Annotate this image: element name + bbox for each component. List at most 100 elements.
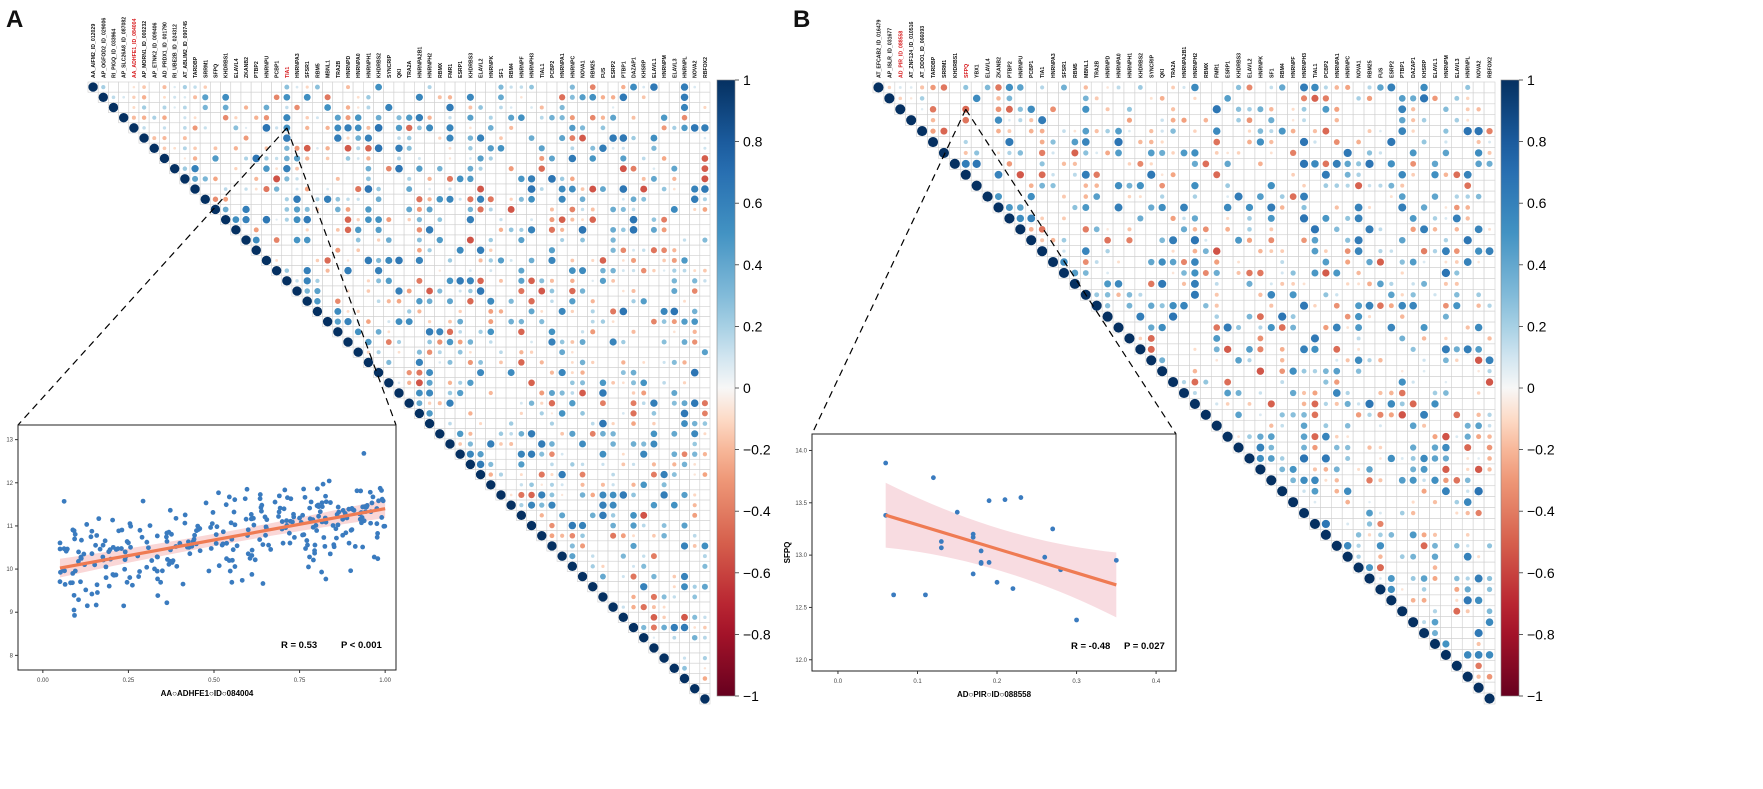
correlation-point <box>466 215 475 224</box>
correlation-point <box>1215 358 1219 362</box>
matrix-cell <box>393 102 405 113</box>
correlation-point <box>569 94 575 100</box>
matrix-cell <box>515 163 527 175</box>
correlation-point <box>509 106 513 109</box>
correlation-point <box>488 390 493 396</box>
matrix-cell <box>342 183 354 195</box>
correlation-point <box>1344 248 1351 255</box>
correlation-point <box>1213 334 1221 342</box>
matrix-cell <box>505 275 517 287</box>
correlation-point <box>193 95 198 100</box>
correlation-point <box>365 216 372 223</box>
variable-label: SYNCRIP <box>387 54 393 78</box>
variable-label: SRRM1 <box>942 60 948 78</box>
correlation-point <box>1212 127 1221 135</box>
matrix-cell <box>505 326 517 338</box>
matrix-cell <box>648 540 660 552</box>
matrix-cell <box>485 214 497 226</box>
correlation-point <box>1214 303 1219 308</box>
matrix-cell <box>689 601 701 613</box>
variable-label: AP_ISLR_ID_031677 <box>887 28 893 78</box>
matrix-cell <box>261 91 272 103</box>
correlation-point <box>477 369 485 377</box>
matrix-cell <box>1331 212 1343 225</box>
matrix-cell <box>1363 321 1376 334</box>
correlation-point <box>621 574 625 579</box>
correlation-point <box>263 165 270 172</box>
matrix-cell <box>505 265 517 277</box>
matrix-cell <box>536 132 548 144</box>
correlation-point <box>630 196 637 203</box>
variable-label: HNRNPA3 <box>1051 53 1057 78</box>
matrix-cell <box>1341 289 1354 301</box>
matrix-cell <box>1385 234 1398 246</box>
matrix-cell <box>1483 201 1496 214</box>
correlation-point <box>670 205 678 213</box>
correlation-point <box>354 124 362 132</box>
correlation-point <box>641 624 647 631</box>
matrix-cell <box>1047 114 1059 126</box>
matrix-cell <box>689 560 701 572</box>
correlation-point <box>1301 106 1307 112</box>
matrix-cell <box>1167 278 1179 290</box>
matrix-cell <box>1200 289 1212 301</box>
correlation-point <box>366 289 371 293</box>
matrix-cell <box>1134 103 1147 116</box>
matrix-cell <box>638 591 650 603</box>
panel-label-a: A <box>6 6 24 33</box>
correlation-point <box>1193 96 1197 101</box>
correlation-point <box>589 114 596 121</box>
correlation-point <box>1367 129 1372 134</box>
variable-label: RBM25 <box>1368 60 1374 78</box>
correlation-point <box>681 461 688 468</box>
variable-label: KHDRBS1 <box>224 53 230 78</box>
matrix-cell <box>699 479 711 491</box>
correlation-point <box>385 256 393 264</box>
matrix-cell <box>1189 321 1201 334</box>
matrix-cell <box>1341 409 1354 421</box>
correlation-point <box>375 328 382 335</box>
diagonal-point <box>1189 398 1200 409</box>
correlation-point <box>670 307 679 316</box>
correlation-point <box>1280 423 1285 428</box>
correlation-point <box>356 197 360 201</box>
matrix-cell <box>1156 81 1168 94</box>
correlation-point <box>303 236 311 244</box>
matrix-cell <box>454 91 466 103</box>
correlation-point <box>681 420 688 427</box>
matrix-cell <box>505 234 517 246</box>
correlation-point <box>1213 324 1221 331</box>
correlation-point <box>559 339 565 345</box>
matrix-cell <box>434 316 446 328</box>
correlation-point <box>364 134 373 142</box>
matrix-cell <box>536 255 548 266</box>
correlation-point <box>1136 312 1145 321</box>
correlation-point <box>599 573 606 580</box>
matrix-cell <box>536 244 548 256</box>
correlation-point <box>599 419 607 428</box>
matrix-cell <box>1254 168 1267 181</box>
matrix-cell <box>393 91 405 103</box>
correlation-point <box>560 452 564 456</box>
correlation-point <box>1420 247 1428 255</box>
matrix-cell <box>668 234 680 246</box>
matrix-cell <box>312 234 323 246</box>
matrix-cell <box>312 224 323 236</box>
correlation-point <box>508 114 515 121</box>
correlation-point <box>479 422 483 426</box>
correlation-point <box>1223 323 1232 332</box>
correlation-point <box>527 450 536 458</box>
matrix-cell <box>1265 332 1278 345</box>
correlation-point <box>325 146 330 151</box>
correlation-point <box>540 310 544 313</box>
matrix-cell <box>1276 158 1288 170</box>
correlation-point <box>1082 259 1089 265</box>
matrix-cell <box>1200 256 1212 268</box>
matrix-cell <box>291 132 303 144</box>
correlation-point <box>1313 303 1317 308</box>
colorbar-tick-label: 0 <box>743 380 751 396</box>
correlation-point <box>426 298 433 305</box>
correlation-point <box>539 115 544 120</box>
matrix-cell <box>526 469 537 480</box>
correlation-point <box>611 380 615 385</box>
